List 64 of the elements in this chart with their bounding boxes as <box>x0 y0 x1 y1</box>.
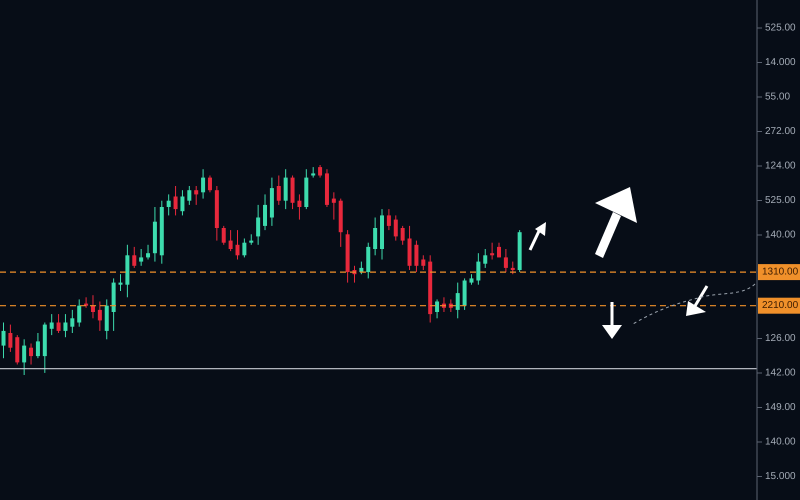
candlestick <box>194 186 198 206</box>
text: 149.00 <box>765 402 796 413</box>
text: 142.00 <box>765 368 796 378</box>
candlestick <box>332 192 336 220</box>
candlestick <box>263 194 268 231</box>
candlestick <box>8 324 12 352</box>
candlestick <box>256 204 260 246</box>
candlestick <box>373 217 378 256</box>
candlestick <box>284 168 288 210</box>
candlestick <box>180 190 184 216</box>
candlestick <box>242 238 246 258</box>
candlestick <box>50 314 54 336</box>
text: 55.00 <box>765 92 790 102</box>
candlestick <box>63 314 68 338</box>
candlestick <box>77 298 82 328</box>
candlestick <box>201 168 206 200</box>
text: 2210.00 <box>762 300 799 312</box>
text: 126.00 <box>765 333 796 344</box>
candlestick <box>139 248 144 266</box>
candlestick <box>414 240 418 273</box>
candlestick <box>483 248 488 268</box>
candlestick <box>36 332 40 359</box>
candlestick <box>249 234 254 246</box>
candlestick <box>146 244 150 260</box>
candlestick <box>235 230 240 260</box>
candlestick <box>400 225 405 246</box>
candlestick <box>70 309 74 334</box>
candlestick <box>228 230 233 252</box>
candlestick <box>318 165 322 178</box>
text: 525.00 <box>765 22 796 34</box>
text: 124.00 <box>765 160 796 172</box>
candlestick <box>510 261 515 275</box>
candlestick <box>29 343 34 365</box>
candlestick <box>476 252 480 286</box>
candlestick <box>456 282 460 319</box>
candlestick <box>311 166 316 178</box>
candlestick <box>56 314 61 334</box>
candlestick <box>490 242 494 260</box>
candlestick <box>22 338 26 375</box>
candlestick <box>435 298 440 319</box>
candlestick <box>2 322 6 359</box>
candlestick <box>297 194 302 220</box>
candlestick <box>421 254 426 270</box>
candlestick <box>166 194 171 216</box>
text: 1310.00 <box>762 266 799 278</box>
text: 272.00 <box>765 126 796 137</box>
candlestick <box>497 242 502 258</box>
candlestick <box>222 225 226 246</box>
candlestick <box>276 175 281 206</box>
candlestick <box>174 186 178 216</box>
text: 14.000 <box>765 57 796 68</box>
candlestick <box>504 248 508 273</box>
text: 140.00 <box>765 230 796 240</box>
text: 525.00 <box>765 195 796 206</box>
candlestick <box>386 208 391 231</box>
candlestick <box>187 186 192 206</box>
candlestick <box>208 175 212 193</box>
candlestick <box>118 274 123 292</box>
candlestick <box>469 274 474 286</box>
candlestick <box>98 301 102 332</box>
candlestick <box>132 246 136 268</box>
text: 140.00 <box>765 436 796 448</box>
text: 15.000 <box>765 471 796 482</box>
candlestick <box>394 214 398 242</box>
